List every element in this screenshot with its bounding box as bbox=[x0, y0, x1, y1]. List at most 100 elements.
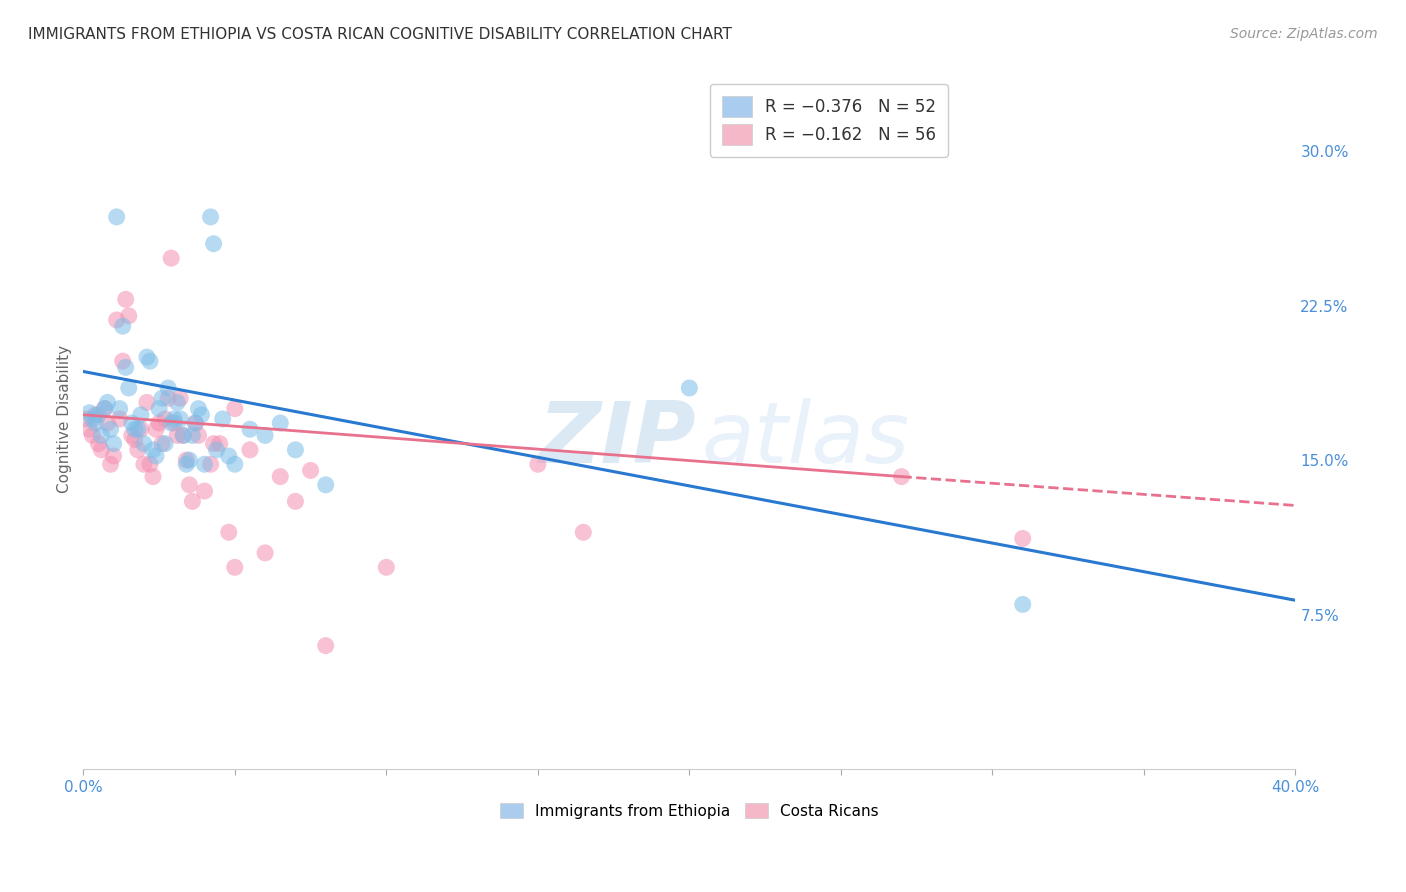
Point bbox=[108, 412, 131, 426]
Point bbox=[75, 412, 97, 426]
Point bbox=[572, 525, 595, 540]
Point bbox=[145, 449, 167, 463]
Point bbox=[184, 416, 207, 430]
Point bbox=[90, 428, 112, 442]
Point bbox=[87, 436, 110, 450]
Point bbox=[179, 478, 201, 492]
Text: IMMIGRANTS FROM ETHIOPIA VS COSTA RICAN COGNITIVE DISABILITY CORRELATION CHART: IMMIGRANTS FROM ETHIOPIA VS COSTA RICAN … bbox=[28, 27, 733, 42]
Point bbox=[108, 401, 131, 416]
Point bbox=[211, 412, 233, 426]
Point bbox=[163, 416, 186, 430]
Point bbox=[179, 453, 201, 467]
Point bbox=[172, 428, 194, 442]
Point bbox=[169, 392, 191, 406]
Point bbox=[169, 412, 191, 426]
Point bbox=[181, 494, 204, 508]
Point bbox=[132, 457, 155, 471]
Point bbox=[142, 442, 165, 457]
Point bbox=[176, 457, 198, 471]
Point bbox=[82, 428, 104, 442]
Point bbox=[148, 416, 170, 430]
Point bbox=[224, 560, 246, 574]
Point bbox=[176, 453, 198, 467]
Point bbox=[187, 428, 209, 442]
Point bbox=[82, 412, 104, 426]
Point bbox=[129, 408, 152, 422]
Point bbox=[79, 406, 101, 420]
Point bbox=[124, 433, 146, 447]
Point bbox=[299, 463, 322, 477]
Point bbox=[100, 422, 122, 436]
Point bbox=[103, 449, 125, 463]
Point bbox=[129, 422, 152, 436]
Point bbox=[218, 525, 240, 540]
Point bbox=[218, 449, 240, 463]
Y-axis label: Cognitive Disability: Cognitive Disability bbox=[58, 345, 72, 493]
Point bbox=[136, 395, 159, 409]
Point bbox=[890, 469, 912, 483]
Point bbox=[157, 392, 180, 406]
Text: ZIP: ZIP bbox=[538, 399, 696, 482]
Point bbox=[139, 354, 162, 368]
Point bbox=[127, 422, 149, 436]
Point bbox=[111, 354, 134, 368]
Point bbox=[111, 319, 134, 334]
Point bbox=[121, 416, 143, 430]
Point bbox=[90, 442, 112, 457]
Point bbox=[190, 408, 212, 422]
Point bbox=[103, 436, 125, 450]
Point bbox=[172, 428, 194, 442]
Point bbox=[105, 210, 128, 224]
Point bbox=[153, 436, 176, 450]
Point bbox=[184, 416, 207, 430]
Point bbox=[200, 210, 222, 224]
Point bbox=[254, 546, 277, 560]
Point bbox=[166, 428, 188, 442]
Point bbox=[105, 313, 128, 327]
Point bbox=[187, 401, 209, 416]
Point bbox=[127, 442, 149, 457]
Point bbox=[193, 457, 215, 471]
Point bbox=[284, 494, 307, 508]
Point bbox=[208, 436, 231, 450]
Point bbox=[163, 412, 186, 426]
Point bbox=[118, 381, 141, 395]
Point bbox=[100, 457, 122, 471]
Point bbox=[254, 428, 277, 442]
Point bbox=[315, 478, 337, 492]
Point bbox=[142, 469, 165, 483]
Point bbox=[269, 416, 291, 430]
Point bbox=[166, 395, 188, 409]
Point bbox=[96, 416, 118, 430]
Point bbox=[224, 457, 246, 471]
Legend: Immigrants from Ethiopia, Costa Ricans: Immigrants from Ethiopia, Costa Ricans bbox=[494, 797, 886, 825]
Point bbox=[150, 436, 173, 450]
Point bbox=[193, 484, 215, 499]
Point bbox=[93, 401, 115, 416]
Point bbox=[269, 469, 291, 483]
Point bbox=[118, 309, 141, 323]
Point bbox=[1011, 598, 1033, 612]
Point bbox=[150, 392, 173, 406]
Point bbox=[224, 401, 246, 416]
Point bbox=[96, 395, 118, 409]
Point bbox=[84, 416, 107, 430]
Point bbox=[139, 457, 162, 471]
Point bbox=[202, 436, 225, 450]
Point bbox=[79, 422, 101, 436]
Point bbox=[205, 442, 228, 457]
Point bbox=[157, 381, 180, 395]
Point bbox=[678, 381, 700, 395]
Point bbox=[153, 412, 176, 426]
Point bbox=[121, 428, 143, 442]
Point bbox=[375, 560, 398, 574]
Point bbox=[1011, 532, 1033, 546]
Point bbox=[132, 436, 155, 450]
Text: Source: ZipAtlas.com: Source: ZipAtlas.com bbox=[1230, 27, 1378, 41]
Point bbox=[87, 408, 110, 422]
Point bbox=[160, 416, 183, 430]
Point bbox=[527, 457, 550, 471]
Point bbox=[114, 360, 136, 375]
Point bbox=[202, 236, 225, 251]
Point bbox=[124, 422, 146, 436]
